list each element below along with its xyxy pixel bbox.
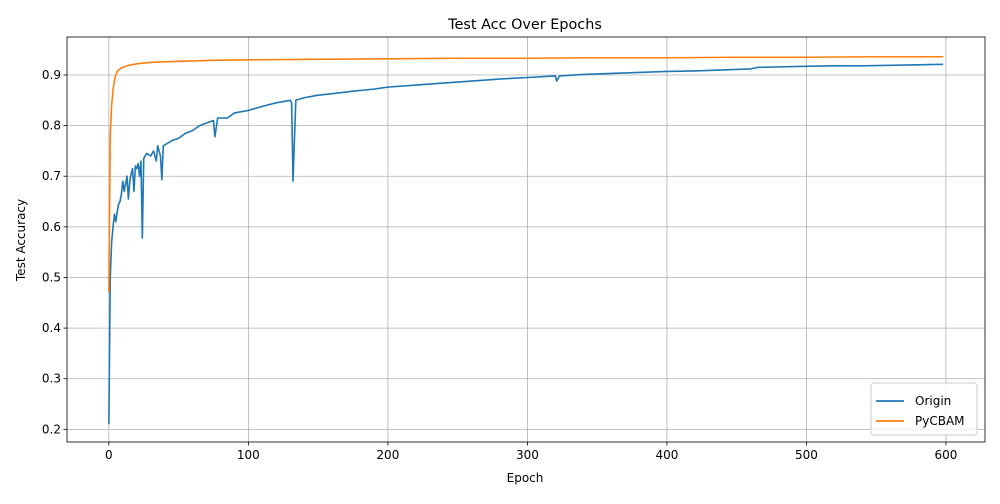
y-tick-label: 0.6 [42,220,61,234]
x-axis-label: Epoch [507,471,544,485]
x-axis-ticks: 0 100 200 300 400 500 600 [105,442,957,462]
x-tick-label: 0 [105,448,113,462]
series-line-origin [108,63,944,425]
x-tick-label: 400 [655,448,678,462]
plot-frame [66,36,986,443]
series-line-pycbam [108,55,944,293]
x-tick-label: 600 [934,448,957,462]
y-tick-label: 0.7 [42,169,61,183]
y-tick-label: 0.9 [42,68,61,82]
y-tick-label: 0.8 [42,119,61,133]
legend-box [870,382,978,436]
x-tick-label: 200 [376,448,399,462]
grid [67,37,985,442]
legend-label-pycbam: PyCBAM [915,414,965,428]
y-tick-label: 0.2 [42,422,61,436]
y-axis-ticks: 0.2 0.3 0.4 0.5 0.6 0.7 0.8 0.9 [42,68,67,436]
y-tick-label: 0.4 [42,321,61,335]
legend-label-origin: Origin [915,394,951,408]
y-tick-label: 0.3 [42,372,61,386]
x-tick-label: 100 [237,448,260,462]
y-tick-label: 0.5 [42,270,61,284]
chart-title: Test Acc Over Epochs [447,17,602,33]
series-lines [108,55,944,425]
x-tick-label: 500 [795,448,818,462]
legend: Origin PyCBAM [870,382,978,436]
x-tick-label: 300 [516,448,539,462]
y-axis-label: Test Accuracy [14,199,28,282]
